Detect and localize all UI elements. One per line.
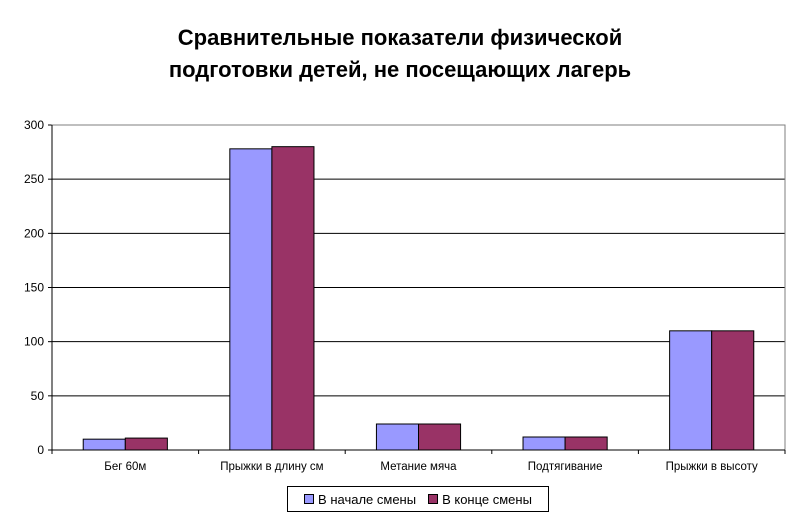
legend-label-start: В начале смены: [318, 491, 417, 507]
bar-start: [82, 438, 126, 451]
bar-start: [229, 148, 273, 451]
x-tick-label: Метание мяча: [380, 461, 457, 473]
y-tick-label: 150: [24, 281, 44, 295]
bar-end: [271, 146, 315, 451]
legend-label-end: В конце смены: [442, 491, 532, 507]
y-tick-label: 0: [37, 443, 44, 457]
chart-title-line-2: подготовки детей, не посещающих лагерь: [168, 57, 632, 82]
y-tick-label: 250: [24, 172, 44, 186]
x-tick-label: Бег 60м: [104, 461, 146, 473]
x-tick-label: Подтягивание: [528, 461, 603, 473]
chart-title-line-1: Сравнительные показатели физической: [177, 25, 623, 50]
bar-chart: 0 50 100 150 200 250 300 Бег 60м Прыжки в длину …: [24, 118, 786, 473]
y-tick-label: 50: [31, 389, 45, 403]
legend-item-end: В конце смены: [428, 492, 532, 507]
bar-end: [124, 437, 168, 451]
legend: В начале смены В конце смены: [287, 486, 549, 512]
bar-end: [711, 330, 755, 451]
bar-start: [669, 330, 713, 451]
bar-end: [564, 436, 608, 451]
y-tick-label: 300: [24, 118, 44, 132]
bar-end: [418, 423, 462, 451]
chart-title: Сравнительные показатели физической подг…: [0, 22, 800, 86]
x-tick-label: Прыжки в высоту: [666, 461, 758, 473]
y-tick-label: 200: [24, 226, 44, 240]
bar-start: [375, 423, 420, 451]
y-tick-label: 100: [24, 335, 44, 349]
legend-item-start: В начале смены: [304, 492, 416, 507]
legend-swatch-end: [428, 494, 439, 504]
bar-start: [522, 436, 566, 451]
x-tick-label: Прыжки в длину см: [220, 461, 323, 473]
legend-swatch-start: [304, 494, 315, 504]
